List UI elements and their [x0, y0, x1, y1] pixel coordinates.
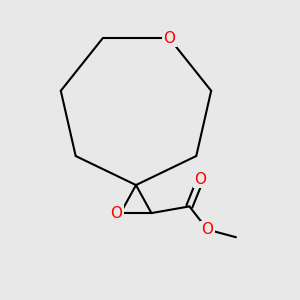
Text: O: O [202, 222, 214, 237]
Text: O: O [164, 31, 175, 46]
Text: O: O [110, 206, 122, 220]
Text: O: O [194, 172, 206, 187]
